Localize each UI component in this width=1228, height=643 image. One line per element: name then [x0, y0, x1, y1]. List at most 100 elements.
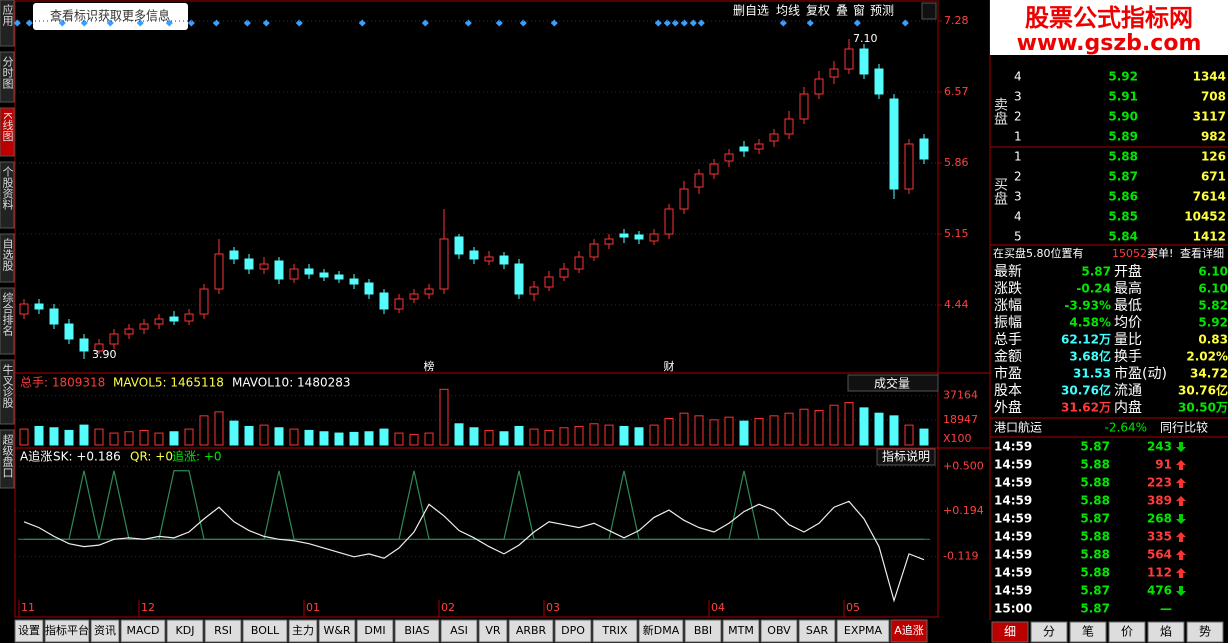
side-tab-label[interactable]: 个股资料: [1, 166, 14, 211]
side-tab-label[interactable]: 自选股: [1, 238, 14, 272]
side-tab-label[interactable]: 分时图: [1, 56, 14, 90]
side-tab-label[interactable]: 应用: [1, 3, 14, 27]
toolbar-button[interactable]: 均线: [776, 4, 800, 18]
bottom-tab-label[interactable]: BBI: [694, 624, 712, 637]
side-tab[interactable]: [0, 359, 15, 425]
bottom-tab-label[interactable]: EXPMA: [844, 624, 883, 637]
bottom-tab-label[interactable]: DMI: [364, 624, 385, 637]
side-tab[interactable]: [0, 429, 15, 489]
panel-tab-label[interactable]: 笔: [1082, 624, 1094, 639]
bottom-tab[interactable]: [592, 619, 638, 643]
side-tab-label[interactable]: 超级盘口: [1, 433, 14, 478]
panel-tab[interactable]: [1030, 621, 1068, 643]
bottom-tab-label[interactable]: MTM: [728, 624, 754, 637]
stat-value: 34.72: [1190, 367, 1228, 381]
stat-label: 最新: [994, 264, 1022, 280]
bottom-tab[interactable]: [14, 619, 44, 643]
side-tab[interactable]: [0, 287, 15, 355]
panel-tab[interactable]: [1069, 621, 1107, 643]
tick-time: 14:59: [994, 476, 1032, 490]
candle-body: [124, 328, 134, 335]
bottom-tab-label[interactable]: 指标平台: [45, 623, 89, 637]
bottom-tab-label[interactable]: ARBR: [516, 624, 547, 637]
toolbar-button[interactable]: 窗: [853, 4, 865, 18]
panel-tab[interactable]: [991, 621, 1029, 643]
bottom-tab[interactable]: [44, 619, 90, 643]
y-tick-label: 37164: [943, 389, 978, 402]
bottom-tab-label[interactable]: A追涨: [894, 623, 924, 637]
book-price: 5.85: [1108, 210, 1138, 224]
toolbar-button[interactable]: 预测: [870, 4, 894, 18]
side-tab[interactable]: [0, 233, 15, 283]
bottom-tab-label[interactable]: TRIX: [601, 624, 628, 637]
bottom-tab-label[interactable]: BOLL: [251, 624, 280, 637]
selector-text[interactable]: 成交量: [874, 376, 910, 391]
toolbar-button[interactable]: 复权: [806, 4, 830, 18]
book-price: 5.92: [1108, 70, 1138, 84]
sector-name[interactable]: 港口航运: [994, 420, 1042, 435]
side-tab-label[interactable]: 综合排名: [1, 291, 14, 336]
bottom-tab[interactable]: [120, 619, 166, 643]
bottom-tab-label[interactable]: ASI: [450, 624, 468, 637]
bottom-tab-label[interactable]: MACD: [127, 624, 160, 637]
bottom-tab-label[interactable]: OBV: [767, 624, 791, 637]
bottom-tab[interactable]: [478, 619, 508, 643]
bottom-tab[interactable]: [318, 619, 356, 643]
panel-tab[interactable]: [1186, 621, 1224, 643]
side-tab[interactable]: [0, 107, 15, 157]
bottom-tab[interactable]: [638, 619, 684, 643]
candle-body: [424, 288, 434, 295]
panel-tab-label[interactable]: 势: [1199, 625, 1211, 639]
panel-tab-label[interactable]: 分: [1043, 625, 1055, 639]
bottom-tab-label[interactable]: SAR: [806, 624, 829, 637]
help-text[interactable]: 指标说明: [882, 449, 930, 464]
bottom-tab[interactable]: [288, 619, 318, 643]
bottom-tab-label[interactable]: DPO: [561, 624, 585, 637]
bottom-tab[interactable]: [684, 619, 722, 643]
panel-tab[interactable]: [1147, 621, 1185, 643]
bottom-tab[interactable]: [798, 619, 836, 643]
toolbar-arrow[interactable]: [921, 2, 937, 20]
bottom-tab[interactable]: [440, 619, 478, 643]
bottom-tab-label[interactable]: VR: [485, 624, 501, 637]
bottom-tab[interactable]: [890, 619, 928, 643]
bottom-tab[interactable]: [508, 619, 554, 643]
bottom-tab[interactable]: [242, 619, 288, 643]
bottom-tab-label[interactable]: 资讯: [94, 624, 116, 637]
bottom-tab-label[interactable]: KDJ: [176, 624, 195, 637]
stat-label: 最高: [1114, 280, 1142, 297]
notice-text[interactable]: 查看详细: [1180, 246, 1224, 260]
candle-body: [94, 343, 104, 352]
bottom-tab[interactable]: [722, 619, 760, 643]
bottom-tab-label[interactable]: 设置: [18, 624, 40, 637]
bottom-tab[interactable]: [204, 619, 242, 643]
bottom-tab-label[interactable]: RSI: [214, 624, 232, 637]
bottom-tab[interactable]: [760, 619, 798, 643]
panel-tab[interactable]: [1108, 621, 1146, 643]
side-tab-label[interactable]: 牛叉诊股: [1, 363, 14, 409]
toolbar-button[interactable]: 叠: [836, 4, 848, 18]
sector-compare[interactable]: 同行比较: [1160, 420, 1208, 435]
panel-tab-label[interactable]: 价: [1121, 625, 1133, 639]
panel-tab-label[interactable]: 焰: [1160, 624, 1172, 639]
side-tab[interactable]: [0, 51, 15, 103]
toolbar-button[interactable]: 删自选: [733, 4, 769, 18]
tick-arrow: [1176, 568, 1186, 578]
bottom-tab[interactable]: [554, 619, 592, 643]
bottom-tab-label[interactable]: 主力: [292, 624, 314, 637]
bottom-tab[interactable]: [836, 619, 890, 643]
help-button[interactable]: [876, 448, 936, 466]
bottom-tab-label[interactable]: 新DMA: [643, 623, 680, 637]
marker-diamond: [243, 19, 251, 27]
side-tab[interactable]: [0, 161, 15, 229]
bottom-tab[interactable]: [356, 619, 394, 643]
volume-selector[interactable]: [847, 374, 939, 392]
bottom-tab-label[interactable]: W&R: [323, 624, 350, 637]
panel-tab-label[interactable]: 细: [1004, 625, 1016, 639]
tick-price: 5.87: [1080, 584, 1110, 598]
bottom-tab[interactable]: [166, 619, 204, 643]
side-tab-label[interactable]: K线图: [1, 112, 14, 142]
bottom-tab[interactable]: [394, 619, 440, 643]
bottom-tab[interactable]: [90, 619, 120, 643]
bottom-tab-label[interactable]: BIAS: [404, 624, 429, 637]
